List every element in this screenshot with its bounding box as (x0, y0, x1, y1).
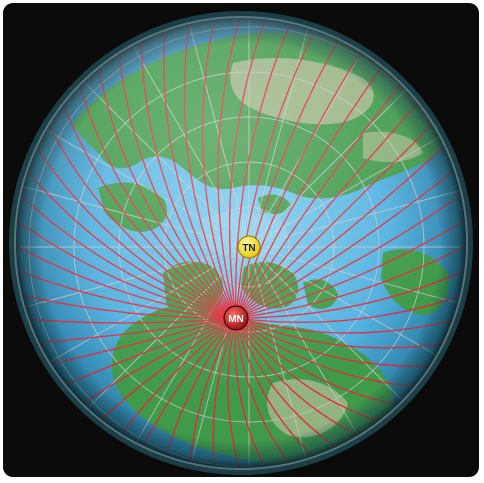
polar-globe-map: TN MN (9, 11, 473, 475)
globe-frame: TN MN (3, 3, 479, 477)
magnetic-north-label: MN (228, 314, 244, 325)
magnetic-north-marker: MN (223, 305, 249, 331)
true-north-label: TN (242, 243, 255, 254)
true-north-marker: TN (237, 235, 261, 259)
